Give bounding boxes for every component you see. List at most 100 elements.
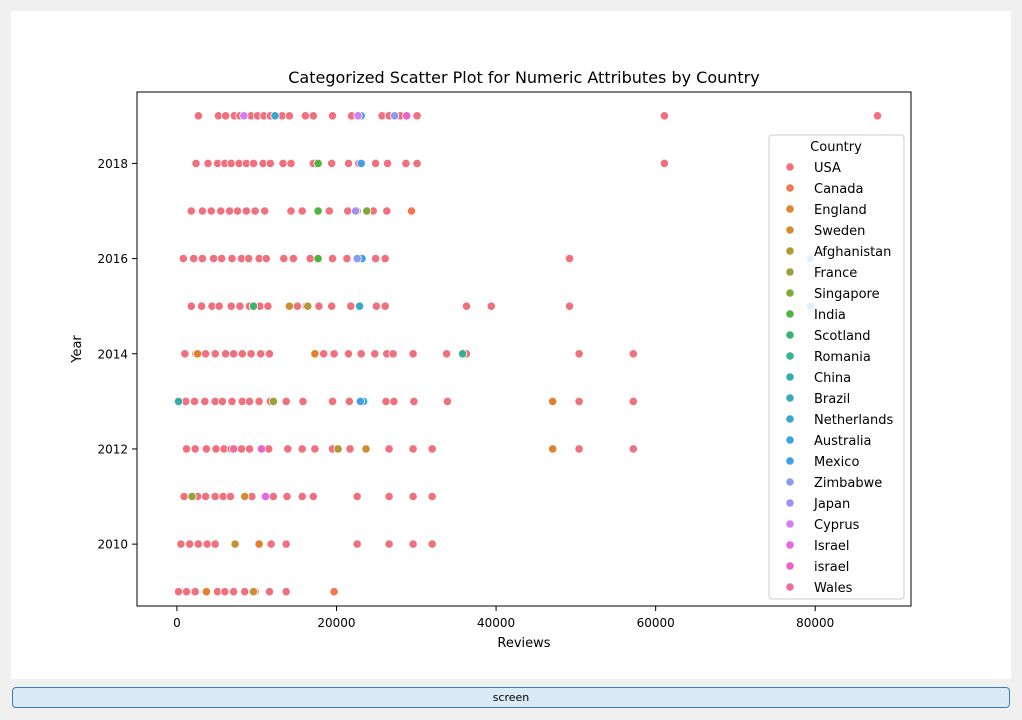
data-point (254, 396, 264, 406)
legend-item: Canada (785, 182, 863, 197)
legend-label: France (814, 266, 857, 281)
data-point (412, 111, 422, 121)
legend-marker (785, 309, 795, 319)
legend-label: Netherlands (814, 413, 893, 428)
legend-item: France (785, 266, 857, 281)
data-point (384, 539, 394, 549)
data-point (221, 349, 231, 359)
legend-item: China (785, 371, 851, 386)
legend-label: Australia (814, 434, 872, 449)
data-point (203, 158, 213, 168)
data-point (229, 349, 239, 359)
legend-item: Israel (785, 539, 850, 554)
data-point (260, 206, 270, 216)
legend-item: Cyprus (785, 518, 860, 533)
data-point (229, 587, 239, 597)
data-point (343, 158, 354, 168)
y-tick-label: 2016 (97, 252, 128, 266)
data-point (486, 301, 496, 311)
data-point (442, 396, 452, 406)
data-point (265, 158, 275, 168)
data-point (227, 396, 237, 406)
data-point (324, 206, 334, 216)
data-point (185, 539, 195, 549)
legend-frame (768, 134, 905, 600)
legend-marker (785, 162, 795, 172)
data-point (389, 396, 399, 406)
legend-marker (785, 288, 795, 298)
legend-item: Sweden (785, 224, 865, 239)
data-point (248, 587, 259, 597)
data-point (239, 111, 249, 121)
legend-label: Mexico (814, 455, 859, 470)
data-point (181, 444, 192, 454)
data-point (209, 254, 219, 264)
x-tick-label: 0 (173, 616, 181, 630)
legend-label: England (814, 203, 867, 218)
data-point (268, 491, 278, 502)
data-point (327, 254, 338, 264)
data-point (384, 444, 394, 454)
legend-marker (785, 477, 795, 487)
data-point (244, 396, 255, 406)
data-point (457, 349, 468, 359)
legend-label: China (814, 371, 851, 386)
data-point (201, 491, 211, 502)
legend-label: israel (814, 560, 849, 575)
plot-area-frame (136, 91, 912, 607)
data-point (268, 396, 278, 406)
legend-item: Wales (785, 581, 853, 596)
data-point (214, 301, 224, 311)
data-point (248, 158, 259, 168)
legend-marker (785, 435, 795, 445)
scatter-chart: Categorized Scatter Plot for Numeric Att… (70, 68, 912, 651)
data-point (189, 254, 199, 264)
data-point (427, 539, 437, 549)
data-point (564, 254, 575, 264)
data-point (345, 444, 355, 454)
data-point (201, 444, 211, 454)
data-point (226, 301, 236, 311)
data-point (355, 396, 365, 406)
data-point (281, 539, 291, 549)
data-point (352, 539, 362, 549)
plot-points (173, 111, 883, 597)
legend: Country USA Canada England Sweden Afghanista… (768, 134, 905, 600)
data-point (286, 206, 296, 216)
data-point (189, 396, 200, 406)
data-point (201, 587, 211, 597)
data-point (279, 254, 289, 264)
data-point (427, 491, 437, 502)
legend-item: Japan (785, 497, 850, 512)
legend-item: Afghanistan (785, 245, 891, 260)
data-point (236, 444, 247, 454)
data-point (250, 206, 260, 216)
data-point (181, 587, 192, 597)
data-point (354, 301, 365, 311)
data-point (264, 587, 275, 597)
legend-marker (785, 225, 795, 235)
data-point (406, 206, 417, 216)
legend-label: Singapore (814, 287, 880, 302)
x-axis-ticks: 0 20000 40000 60000 80000 (173, 606, 834, 630)
data-point (353, 111, 363, 121)
data-point (380, 254, 390, 264)
data-point (356, 158, 366, 168)
data-point (232, 206, 243, 216)
data-point (297, 491, 307, 502)
legend-item: Zimbabwe (785, 476, 882, 491)
data-point (314, 301, 324, 311)
data-point (362, 206, 372, 216)
legend-marker (785, 351, 795, 361)
data-point (186, 301, 196, 311)
data-point (191, 158, 201, 168)
data-point (292, 301, 302, 311)
data-point (370, 158, 381, 168)
screen-button[interactable]: screen (12, 687, 1010, 708)
data-point (308, 111, 318, 121)
data-point (248, 301, 259, 311)
data-point (210, 491, 220, 502)
data-point (210, 349, 220, 359)
data-point (382, 206, 392, 216)
legend-marker (785, 204, 795, 214)
